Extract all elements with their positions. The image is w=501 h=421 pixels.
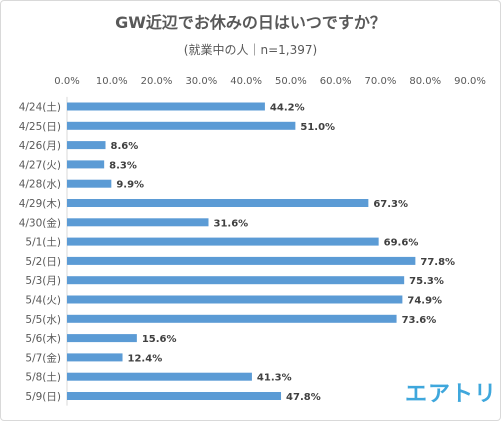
data-label: 69.6% xyxy=(384,238,419,249)
bar xyxy=(67,353,123,362)
data-label: 51.0% xyxy=(300,122,335,133)
bar xyxy=(67,102,265,111)
data-label: 67.3% xyxy=(373,199,408,210)
bar xyxy=(67,334,137,343)
bar xyxy=(67,199,369,207)
bar xyxy=(67,295,403,304)
y-tick-label: 5/7(金) xyxy=(25,351,61,364)
brand-logo: エアトリ xyxy=(405,382,498,407)
data-label: 44.2% xyxy=(270,103,305,114)
bar xyxy=(67,160,105,169)
y-tick-label: 4/26(月) xyxy=(19,140,61,152)
y-tick-label: 4/25(日) xyxy=(19,121,61,133)
data-label: 31.6% xyxy=(213,218,248,229)
x-tick-label: 0.0% xyxy=(54,76,79,87)
x-tick-label: 20.0% xyxy=(141,76,173,87)
bar xyxy=(67,237,379,246)
data-label: 77.8% xyxy=(420,257,455,268)
data-label: 15.6% xyxy=(142,334,177,345)
y-tick-label: 5/4(火) xyxy=(25,295,61,307)
data-label: 8.3% xyxy=(109,160,137,171)
data-label: 8.6% xyxy=(111,141,139,152)
y-tick-label: 5/2(日) xyxy=(25,256,61,268)
data-label: 73.6% xyxy=(402,315,437,326)
bar-series xyxy=(67,102,416,400)
data-labels: 44.2% 51.0% 8.6% 8.3% 9.9% 67.3% 31.6% 69.6%77.… xyxy=(109,103,455,404)
bar xyxy=(67,276,405,285)
y-tick-label: 5/8(土) xyxy=(25,371,61,384)
data-label: 47.8% xyxy=(286,392,321,403)
y-tick-label: 5/3(月) xyxy=(25,275,61,287)
bar xyxy=(67,218,209,227)
bar xyxy=(67,372,252,381)
y-tick-label: 4/30(金) xyxy=(19,216,61,229)
x-axis: 0.0% 10.0% 20.0% 30.0% 40.0% 50.0% 60.0% 70.0% 8… xyxy=(54,76,486,87)
data-label: 74.9% xyxy=(407,296,442,307)
x-tick-label: 10.0% xyxy=(96,76,128,87)
bar xyxy=(67,392,282,400)
data-label: 75.3% xyxy=(409,276,444,287)
y-tick-label: 4/24(土) xyxy=(19,101,61,114)
x-tick-label: 60.0% xyxy=(320,76,352,87)
chart-subtitle: (就業中の人｜n=1,397) xyxy=(183,43,318,57)
chart-title: GW近辺でお休みの日はいつですか？ xyxy=(115,13,386,32)
x-tick-label: 30.0% xyxy=(185,76,217,87)
x-tick-label: 80.0% xyxy=(409,76,441,87)
y-tick-label: 4/27(火) xyxy=(19,159,61,171)
y-tick-label: 5/9(日) xyxy=(25,391,61,403)
bar xyxy=(67,256,416,265)
x-tick-label: 50.0% xyxy=(275,76,307,87)
bar xyxy=(67,141,106,150)
data-label: 41.3% xyxy=(257,373,292,384)
bar xyxy=(67,121,296,130)
x-tick-label: 70.0% xyxy=(365,76,397,87)
y-tick-label: 5/5(水) xyxy=(25,314,61,326)
bar xyxy=(67,179,112,188)
y-tick-label: 4/28(水) xyxy=(19,179,61,191)
y-tick-label: 5/6(木) xyxy=(25,333,61,345)
y-axis: 4/24(土) 4/25(日) 4/26(月) 4/27(火) 4/28(水) 4/29(… xyxy=(19,96,68,406)
x-tick-label: 90.0% xyxy=(454,76,486,87)
data-label: 9.9% xyxy=(116,180,144,191)
y-tick-label: 5/1(土) xyxy=(25,236,61,249)
x-tick-label: 40.0% xyxy=(230,76,262,87)
data-label: 12.4% xyxy=(128,353,163,364)
bar xyxy=(67,314,397,323)
y-tick-label: 4/29(木) xyxy=(19,198,61,210)
